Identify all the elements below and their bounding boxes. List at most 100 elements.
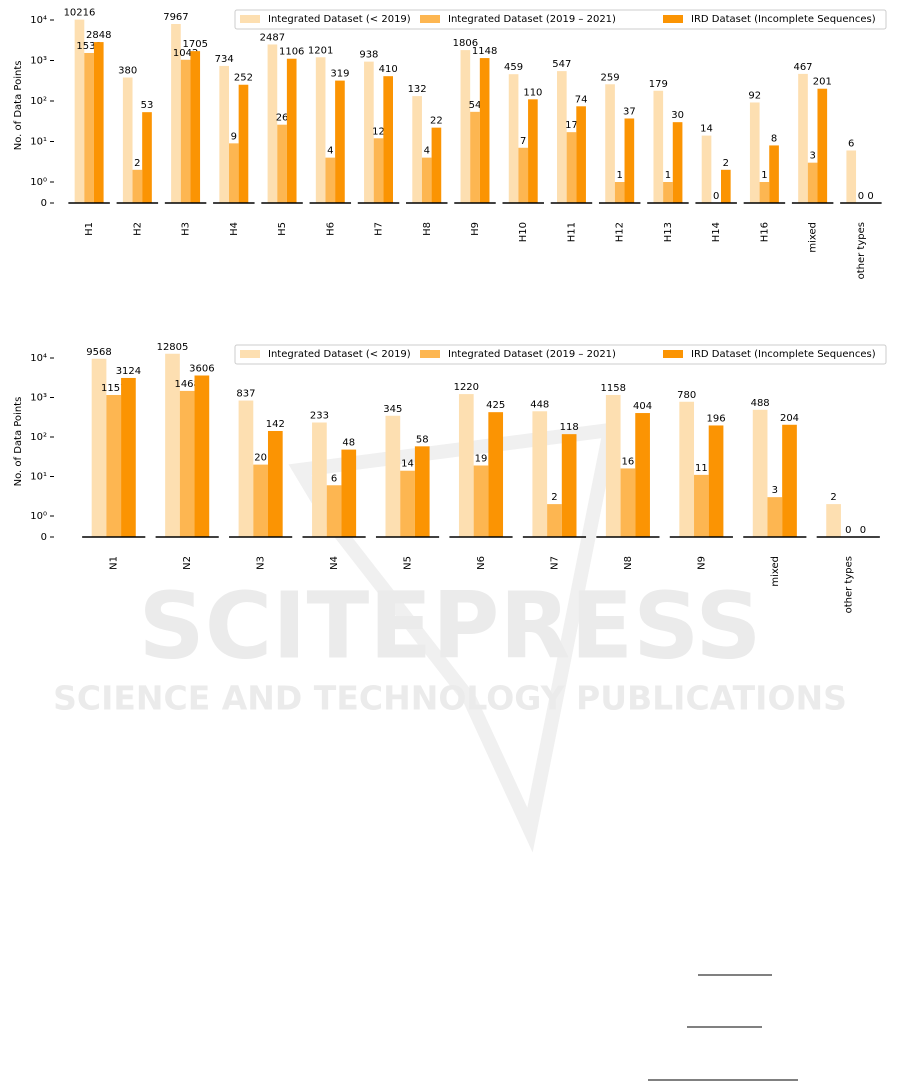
value-label: 3 — [772, 485, 778, 496]
value-label: 110 — [523, 87, 542, 98]
bar — [132, 169, 143, 203]
value-label: 252 — [234, 73, 253, 84]
value-label: 1157 — [101, 383, 126, 394]
x-tick-label: N2 — [182, 556, 193, 570]
bar — [431, 127, 442, 203]
value-label: 4 — [327, 146, 333, 157]
value-label: 1201 — [308, 45, 333, 56]
bar — [122, 77, 133, 203]
bar — [749, 102, 760, 203]
value-label: 319 — [330, 69, 349, 80]
value-label: 467 — [793, 62, 812, 73]
x-tick-label: N5 — [403, 556, 414, 570]
legend-swatch — [240, 15, 260, 23]
value-label: 837 — [236, 389, 255, 400]
x-tick-label: H13 — [663, 222, 674, 242]
y-tick-label: 10⁰ — [30, 177, 47, 188]
bar — [277, 124, 287, 203]
bar — [576, 106, 586, 203]
bar — [605, 84, 615, 203]
bar — [561, 434, 577, 537]
bar — [421, 157, 432, 203]
bar — [566, 132, 577, 203]
value-label: 547 — [552, 59, 571, 70]
y-tick-label: 10⁰ — [30, 511, 47, 522]
y-tick-label: 10³ — [30, 393, 47, 404]
value-label: 1806 — [453, 38, 478, 49]
y-axis-label: No. of Data Points — [13, 61, 24, 151]
bar — [414, 446, 430, 537]
value-label: 14 — [700, 124, 713, 135]
bar — [624, 118, 635, 203]
bar — [782, 424, 797, 537]
bar — [701, 135, 712, 203]
bar — [605, 394, 621, 537]
bar — [798, 73, 808, 203]
value-label: 8 — [771, 133, 777, 144]
value-label: 2848 — [86, 30, 111, 41]
value-label: 20 — [254, 453, 267, 464]
bar — [532, 411, 548, 537]
bar — [171, 23, 181, 204]
value-label: 12 — [372, 126, 385, 137]
value-label: 488 — [751, 398, 770, 409]
value-label: 142 — [266, 419, 285, 430]
value-label: 448 — [530, 399, 549, 410]
bar — [267, 44, 278, 204]
bar — [635, 413, 650, 537]
legend-label: Integrated Dataset (2019 – 2021) — [448, 349, 616, 360]
bar — [219, 65, 229, 204]
value-label: 14 — [401, 459, 414, 470]
bar — [400, 470, 415, 537]
value-label: 0 — [845, 525, 851, 536]
value-label: 259 — [601, 72, 620, 83]
value-label: 1 — [761, 170, 767, 181]
bar — [694, 474, 709, 537]
value-label: 734 — [215, 54, 234, 65]
bar — [846, 150, 857, 203]
bar — [325, 157, 336, 203]
watermark-title: SCITEPRESS — [138, 572, 761, 679]
x-tick-label: N1 — [109, 556, 120, 570]
value-label: 9 — [231, 131, 237, 142]
bar — [663, 182, 673, 203]
value-label: 6 — [848, 138, 854, 149]
bar — [759, 182, 770, 203]
x-tick-label: N4 — [329, 556, 340, 570]
value-label: 196 — [707, 413, 726, 424]
bar — [74, 19, 85, 203]
bar — [460, 50, 471, 203]
bar — [817, 88, 828, 203]
value-label: 7967 — [163, 12, 188, 23]
legend-label: Integrated Dataset (2019 – 2021) — [448, 14, 616, 25]
bar — [142, 112, 152, 203]
value-label: 0 — [858, 191, 864, 202]
bar — [826, 504, 841, 537]
y-tick-label: 0 — [41, 198, 47, 209]
value-label: 17 — [565, 120, 578, 131]
value-label: 53 — [141, 100, 154, 111]
bar — [721, 169, 731, 203]
x-tick-label: H8 — [422, 222, 433, 236]
x-tick-label: H11 — [566, 222, 577, 242]
value-label: 37 — [623, 106, 636, 117]
value-label: 30 — [671, 110, 684, 121]
x-tick-label: H3 — [181, 222, 192, 236]
value-label: 10216 — [64, 8, 96, 19]
y-tick-label: 0 — [41, 532, 47, 543]
legend-box — [234, 344, 887, 365]
value-label: 179 — [649, 79, 668, 90]
value-label: 118 — [560, 422, 579, 433]
x-tick-label: H12 — [615, 222, 626, 242]
x-tick-label: mixed — [770, 556, 781, 587]
bar — [267, 430, 283, 537]
bar — [84, 52, 94, 204]
value-label: 938 — [359, 50, 378, 61]
bar — [121, 377, 136, 537]
y-axis-label: No. of Data Points — [13, 397, 24, 487]
legend-swatch — [663, 15, 683, 23]
bar — [315, 57, 326, 204]
value-label: 1106 — [279, 47, 304, 58]
bar — [194, 375, 210, 537]
